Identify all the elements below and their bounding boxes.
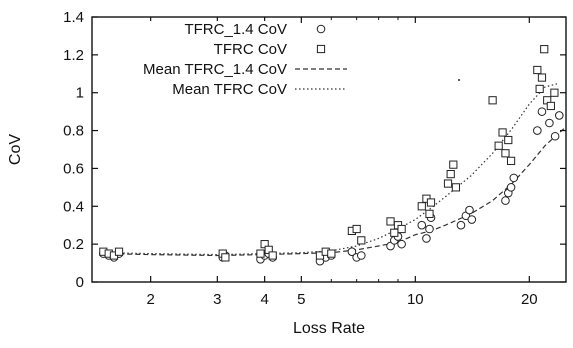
data-point-square — [540, 45, 549, 54]
y-tick-label: 1.4 — [63, 9, 84, 26]
data-point-square — [533, 65, 542, 75]
data-point-circle — [554, 111, 564, 120]
data-point-square — [443, 179, 453, 188]
data-point-square — [535, 84, 544, 94]
legend-label: Mean TFRC_1.4 CoV — [143, 61, 287, 78]
data-point-circle — [397, 239, 406, 249]
data-point-square — [357, 236, 366, 245]
data-point-square — [221, 253, 230, 262]
x-tick-label: 20 — [521, 291, 538, 308]
data-point-square — [506, 156, 516, 165]
data-point-square — [268, 251, 277, 260]
data-point-square — [494, 141, 503, 150]
data-point-square — [397, 224, 406, 234]
plot-frame — [91, 16, 567, 283]
x-tick-label: 3 — [213, 291, 221, 308]
y-tick-label: 0.4 — [63, 198, 84, 215]
data-point-square — [498, 128, 507, 137]
x-axis-title: Loss Rate — [293, 320, 365, 337]
data-point-square — [425, 209, 434, 218]
x-tick-label: 4 — [260, 291, 268, 308]
data-point-square — [537, 73, 547, 82]
data-point-circle — [467, 215, 477, 224]
legend-backdrop — [98, 21, 298, 39]
data-point-circle — [550, 131, 560, 141]
data-point-circle — [356, 251, 366, 260]
data-point-circle — [509, 173, 519, 183]
data-point-square — [327, 249, 336, 258]
y-tick-label: 0.6 — [63, 160, 84, 177]
data-point-circle — [533, 126, 542, 135]
data-point-square — [386, 217, 395, 226]
data-point-square — [426, 198, 436, 207]
y-tick-label: 1 — [76, 85, 84, 102]
data-point-square — [114, 247, 124, 256]
data-point-circle — [545, 118, 554, 128]
data-point-square — [446, 170, 455, 179]
y-tick-label: 0 — [76, 274, 84, 291]
y-tick-label: 0.8 — [63, 123, 84, 140]
legend-label: TFRC_1.4 CoV — [184, 21, 287, 38]
data-point-square — [504, 135, 513, 145]
y-tick-label: 0.2 — [63, 236, 84, 253]
legend-circle-swatch — [316, 24, 326, 34]
data-point-square — [451, 183, 461, 192]
x-tick-label: 5 — [297, 291, 305, 308]
data-point-square — [390, 228, 399, 237]
legend-label: Mean TFRC CoV — [172, 81, 287, 98]
legend-backdrop — [98, 41, 298, 59]
data-point-circle — [347, 247, 357, 257]
data-point-square — [352, 224, 361, 234]
data-point-circle — [417, 220, 427, 230]
x-tick-label: 10 — [407, 291, 424, 308]
y-axis-title: CoV — [7, 134, 24, 165]
data-point-circle — [506, 183, 516, 192]
data-point-square — [546, 101, 555, 111]
legend-backdrop — [98, 61, 298, 79]
stray-dot — [458, 79, 460, 81]
data-point-circle — [465, 205, 474, 215]
data-point-circle — [537, 107, 547, 116]
legend: TFRC_1.4 CoV TFRC CoV Mean TFRC_1.4 CoV Mea… — [98, 21, 347, 99]
data-point-circle — [501, 196, 510, 205]
x-tick-label: 2 — [146, 291, 154, 308]
data-marks — [99, 45, 567, 266]
data-point-circle — [422, 234, 431, 243]
data-point-square — [449, 160, 458, 169]
y-tick-label: 1.2 — [63, 47, 84, 64]
axis-ticks: 0 0.2 0.4 0.6 0.8 1 1.2 1.4 2 3 4 5 10 20 — [63, 9, 566, 308]
data-point-square — [550, 88, 559, 97]
legend-square-swatch — [316, 44, 326, 54]
data-point-square — [417, 202, 426, 211]
data-point-circle — [425, 224, 434, 234]
data-point-square — [501, 149, 510, 158]
legend-label: TFRC CoV — [214, 41, 287, 58]
data-point-square — [256, 249, 265, 258]
data-point-square — [488, 96, 497, 105]
legend-backdrop — [98, 81, 298, 99]
data-point-circle — [456, 220, 466, 230]
